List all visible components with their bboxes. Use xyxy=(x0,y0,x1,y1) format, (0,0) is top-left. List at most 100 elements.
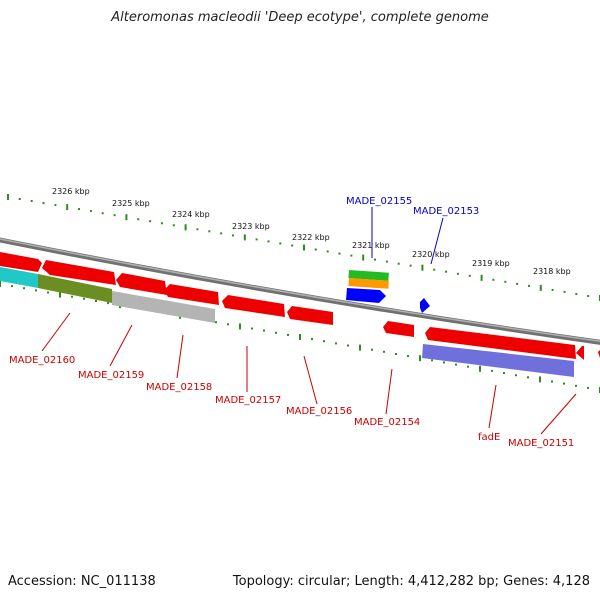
scale-dot xyxy=(587,295,590,297)
scale-dot xyxy=(409,264,412,267)
label-leader-lines xyxy=(41,207,577,435)
leader-line xyxy=(303,355,318,405)
scale-dot xyxy=(323,340,325,343)
scale-dot xyxy=(407,355,409,358)
scale-dot xyxy=(455,363,457,366)
gene-arrow xyxy=(383,321,414,337)
scale-dot xyxy=(291,244,294,247)
scale-major-tick xyxy=(184,224,187,231)
scale-major-tick xyxy=(59,291,61,298)
gene-arrow xyxy=(0,252,42,272)
scale-dot xyxy=(527,376,529,379)
scale-dot xyxy=(443,361,445,364)
scale-dot xyxy=(279,242,282,245)
leader-line xyxy=(540,393,577,435)
scale-dot xyxy=(287,333,289,336)
scale-dot xyxy=(232,234,234,237)
leader-line xyxy=(176,334,184,379)
scale-dot xyxy=(575,384,577,387)
feature-purple xyxy=(422,344,574,377)
scale-dot xyxy=(467,365,469,368)
scale-dot xyxy=(47,291,49,294)
gene-arrow xyxy=(576,346,584,360)
feature-blue-arrow xyxy=(346,288,386,303)
genome-backbone-highlight xyxy=(0,238,600,343)
kbp-label: 2321 kbp xyxy=(352,241,390,250)
scale-dot xyxy=(30,200,33,202)
scale-dot xyxy=(263,329,265,332)
gene-label: MADE_02151 xyxy=(508,438,574,449)
scale-dot xyxy=(326,250,329,253)
scale-dot xyxy=(95,300,97,302)
scale-dot xyxy=(338,252,341,255)
scale-dot xyxy=(468,274,471,277)
gene-label: MADE_02153 xyxy=(413,206,479,217)
scale-major-tick xyxy=(7,194,9,200)
scale-dot xyxy=(196,228,199,231)
gene-label: MADE_02155 xyxy=(346,196,412,207)
scale-dot xyxy=(78,208,80,211)
scale-dot xyxy=(275,331,277,334)
feature-olive xyxy=(38,274,112,303)
feature-gray xyxy=(112,291,215,323)
scale-major-tick xyxy=(303,244,305,251)
scale-dot xyxy=(42,202,45,205)
scale-dot xyxy=(251,327,253,330)
scale-major-tick xyxy=(299,334,301,340)
feature-cyan xyxy=(0,267,38,288)
kbp-labels: 2326 kbp 2325 kbp 2324 kbp 2323 kbp 2322… xyxy=(52,187,571,276)
gene-label: MADE_02154 xyxy=(354,417,420,428)
scale-dot xyxy=(255,238,258,241)
scale-dot xyxy=(208,230,211,233)
scale-dot xyxy=(11,285,13,288)
scale-major-tick xyxy=(66,204,69,211)
leader-line xyxy=(41,312,71,352)
scale-dot xyxy=(35,289,37,292)
kbp-label: 2318 kbp xyxy=(533,267,571,276)
scale-dot xyxy=(83,297,85,300)
leader-line xyxy=(430,217,444,265)
gene-label: fadE xyxy=(478,432,500,443)
kbp-label: 2320 kbp xyxy=(412,250,450,259)
feature-small-blue xyxy=(420,298,430,313)
scale-dot xyxy=(101,212,104,215)
scale-major-tick xyxy=(419,355,421,362)
scale-dot xyxy=(563,290,566,293)
scale-dot xyxy=(445,270,448,273)
scale-major-tick xyxy=(243,234,246,241)
scale-dot xyxy=(227,323,229,326)
scale-dot xyxy=(587,386,589,389)
scale-dot xyxy=(71,295,73,298)
kbp-label: 2322 kbp xyxy=(292,233,330,242)
scale-dot xyxy=(515,374,517,377)
scale-dot xyxy=(160,222,163,225)
scale-dot xyxy=(267,240,270,243)
scale-dot xyxy=(137,218,140,221)
scale-dot xyxy=(395,353,397,355)
scale-dot xyxy=(397,262,400,265)
scale-dot xyxy=(314,248,317,251)
scale-dot xyxy=(220,232,223,235)
scale-dot xyxy=(551,288,554,291)
gene-label: MADE_02156 xyxy=(286,406,352,417)
scale-major-tick xyxy=(421,264,424,271)
scale-major-tick xyxy=(239,323,241,330)
scale-dot xyxy=(54,204,57,207)
scale-dot xyxy=(149,220,152,223)
map-title: Alteromonas macleodii 'Deep ecotype', co… xyxy=(111,10,489,25)
scale-dot xyxy=(107,302,109,305)
scale-dot xyxy=(172,224,175,227)
scale-dot xyxy=(431,359,433,362)
topology-summary: Topology: circular; Length: 4,412,282 bp… xyxy=(232,574,590,589)
scale-major-tick xyxy=(362,254,365,261)
scale-dot xyxy=(350,254,353,257)
scale-major-tick xyxy=(125,214,128,221)
scale-major-tick xyxy=(480,274,483,281)
gene-arrow xyxy=(164,284,219,305)
scale-dot xyxy=(23,287,25,290)
gene-arrow xyxy=(287,306,333,325)
gene-label: MADE_02159 xyxy=(78,370,144,381)
scale-dot xyxy=(492,278,495,281)
scale-major-tick xyxy=(539,284,542,291)
